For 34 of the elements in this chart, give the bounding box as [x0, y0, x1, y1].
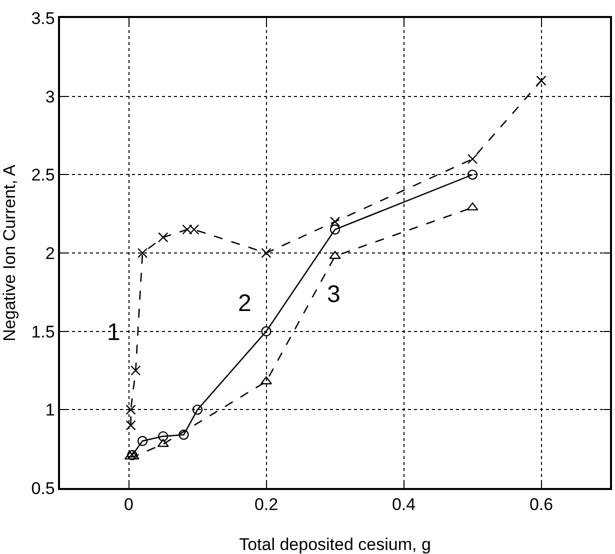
y-tick-label: 3: [45, 87, 55, 106]
point: [330, 216, 340, 227]
point: [192, 404, 203, 415]
point: [158, 431, 168, 442]
x-tick-label: 0.6: [529, 495, 554, 514]
point: [158, 232, 168, 242]
point: [130, 365, 141, 376]
point: [178, 430, 189, 440]
point: [330, 224, 340, 235]
x-tick-label: 0: [124, 495, 134, 514]
series-label: 3: [327, 281, 340, 308]
point: [137, 436, 148, 446]
series-label: 1: [107, 319, 120, 346]
series-label: 2: [238, 290, 252, 317]
y-tick-label: 0.5: [31, 478, 55, 498]
y-tick-label: 1: [45, 400, 55, 420]
x-tick-label: 0.2: [254, 495, 278, 514]
point: [261, 248, 272, 258]
y-tick-label: 3.5: [31, 8, 55, 28]
point: [137, 248, 148, 258]
y-axis-title: Negative Ion Current, A: [0, 164, 19, 342]
point: [466, 202, 478, 210]
x-tick-label: 0.4: [392, 495, 416, 514]
point: [467, 154, 478, 164]
point: [126, 404, 136, 415]
x-axis-title: Total deposited cesium, g: [239, 535, 431, 554]
point: [124, 452, 136, 460]
y-tick-label: 2: [45, 244, 55, 263]
point: [261, 326, 272, 336]
point: [467, 170, 478, 180]
y-tick-label: 2.5: [31, 166, 55, 185]
point: [126, 420, 136, 430]
y-tick-label: 1.5: [31, 322, 55, 342]
point: [536, 76, 546, 86]
